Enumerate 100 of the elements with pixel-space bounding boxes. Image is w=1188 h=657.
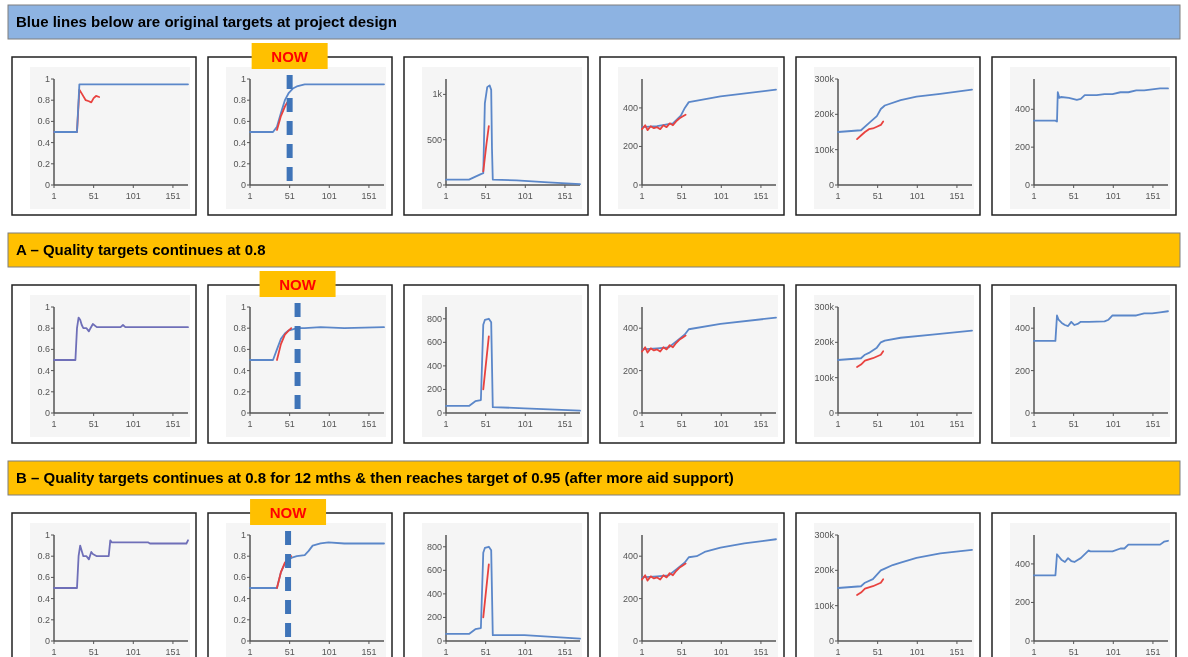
- y-tick-label: 1: [240, 302, 246, 312]
- x-tick-label: 51: [284, 419, 295, 429]
- y-tick-label: 400: [426, 360, 442, 371]
- y-tick-label: 100k: [814, 144, 835, 155]
- x-tick-label: 51: [480, 419, 491, 429]
- x-tick-label: 51: [284, 647, 295, 657]
- y-tick-label: 0.6: [233, 344, 246, 355]
- x-tick-label: 51: [480, 191, 491, 201]
- y-tick-label: 0.2: [233, 158, 246, 169]
- x-tick-label: 101: [321, 647, 337, 657]
- x-tick-label: 1: [443, 647, 449, 657]
- x-tick-label: 1: [247, 647, 253, 657]
- x-tick-label: 101: [909, 419, 925, 429]
- line-series: [837, 329, 973, 361]
- y-tick-label: 0: [436, 636, 442, 646]
- y-tick-label: 200: [622, 365, 638, 376]
- y-tick-label: 0.2: [233, 614, 246, 625]
- y-tick-label: 400: [426, 588, 442, 599]
- line-series: [1033, 539, 1169, 577]
- x-tick-label: 151: [1145, 419, 1161, 429]
- x-tick-label: 1: [51, 647, 57, 657]
- line-series: [641, 88, 777, 129]
- x-tick-label: 51: [676, 191, 687, 201]
- y-tick-label: 200: [1014, 365, 1030, 376]
- x-tick-label: 101: [713, 419, 729, 429]
- line-series: [641, 334, 687, 354]
- x-tick-label: 101: [1105, 419, 1121, 429]
- line-series: [249, 326, 385, 361]
- ref-line-label: NOW: [269, 504, 308, 521]
- y-tick-label: 0.4: [233, 137, 246, 148]
- x-tick-label: 101: [517, 647, 533, 657]
- x-tick-label: 101: [125, 647, 141, 657]
- x-tick-label: 1: [247, 191, 253, 201]
- y-tick-label: 100k: [814, 600, 835, 611]
- x-tick-label: 1: [639, 647, 645, 657]
- x-tick-label: 151: [949, 191, 965, 201]
- y-tick-label: 0.8: [233, 551, 246, 562]
- x-tick-label: 1: [443, 419, 449, 429]
- x-tick-label: 151: [753, 419, 769, 429]
- y-tick-label: 1: [240, 74, 246, 84]
- y-tick-label: 0: [1024, 636, 1030, 646]
- line-series: [53, 539, 189, 589]
- y-tick-label: 800: [426, 313, 442, 324]
- x-tick-label: 101: [713, 647, 729, 657]
- x-tick-label: 1: [639, 191, 645, 201]
- y-tick-label: 0.8: [37, 323, 50, 334]
- x-tick-label: 151: [557, 191, 573, 201]
- y-tick-label: 200k: [814, 565, 835, 576]
- y-tick-label: 0: [632, 408, 638, 418]
- y-tick-label: 1: [240, 530, 246, 540]
- y-tick-label: 0.4: [37, 593, 50, 604]
- y-tick-label: 0.6: [37, 116, 50, 127]
- y-tick-label: 0.6: [233, 116, 246, 127]
- y-tick-label: 0.8: [37, 551, 50, 562]
- x-tick-label: 151: [361, 191, 377, 201]
- y-tick-label: 0.4: [37, 365, 50, 376]
- y-tick-label: 0.8: [37, 95, 50, 106]
- x-tick-label: 1: [51, 191, 57, 201]
- y-tick-label: 0: [828, 636, 834, 646]
- y-tick-label: 0.8: [233, 95, 246, 106]
- line-series: [837, 548, 973, 589]
- x-tick-label: 51: [1068, 419, 1079, 429]
- x-tick-label: 1: [639, 419, 645, 429]
- x-tick-label: 101: [321, 419, 337, 429]
- ref-line-label: NOW: [271, 48, 309, 65]
- y-tick-label: 0.2: [37, 386, 50, 397]
- y-tick-label: 0: [240, 636, 246, 646]
- x-tick-label: 101: [125, 419, 141, 429]
- y-tick-label: 1: [44, 530, 50, 540]
- y-tick-label: 200: [1014, 597, 1030, 608]
- line-series: [837, 88, 973, 133]
- x-tick-label: 51: [872, 191, 883, 201]
- y-tick-label: 0: [632, 180, 638, 190]
- y-tick-label: 200: [1014, 142, 1030, 153]
- x-tick-label: 1: [1031, 647, 1037, 657]
- y-tick-label: 0: [828, 408, 834, 418]
- y-tick-label: 800: [426, 541, 442, 552]
- y-tick-label: 0: [436, 408, 442, 418]
- x-tick-label: 151: [361, 419, 377, 429]
- x-tick-label: 1: [1031, 191, 1037, 201]
- y-tick-label: 200: [426, 384, 442, 395]
- y-tick-label: 0: [240, 408, 246, 418]
- y-tick-label: 300k: [814, 302, 835, 312]
- y-tick-label: 200k: [814, 337, 835, 348]
- x-tick-label: 151: [753, 647, 769, 657]
- x-tick-label: 51: [872, 419, 883, 429]
- y-tick-label: 200: [622, 593, 638, 604]
- y-tick-label: 0: [240, 180, 246, 190]
- line-series: [1033, 310, 1169, 342]
- x-tick-label: 51: [1068, 647, 1079, 657]
- line-series: [276, 555, 293, 589]
- line-series: [1033, 87, 1169, 123]
- y-tick-label: 0: [44, 180, 50, 190]
- x-tick-label: 51: [88, 647, 99, 657]
- y-tick-label: 400: [622, 102, 638, 113]
- line-series: [276, 327, 293, 361]
- y-tick-label: 0: [44, 408, 50, 418]
- x-tick-label: 51: [88, 191, 99, 201]
- x-tick-label: 101: [517, 191, 533, 201]
- text: B – Quality targets continues at 0.8 for 12 mths & then reaches target of 0.95 (after more aid support): [16, 469, 734, 486]
